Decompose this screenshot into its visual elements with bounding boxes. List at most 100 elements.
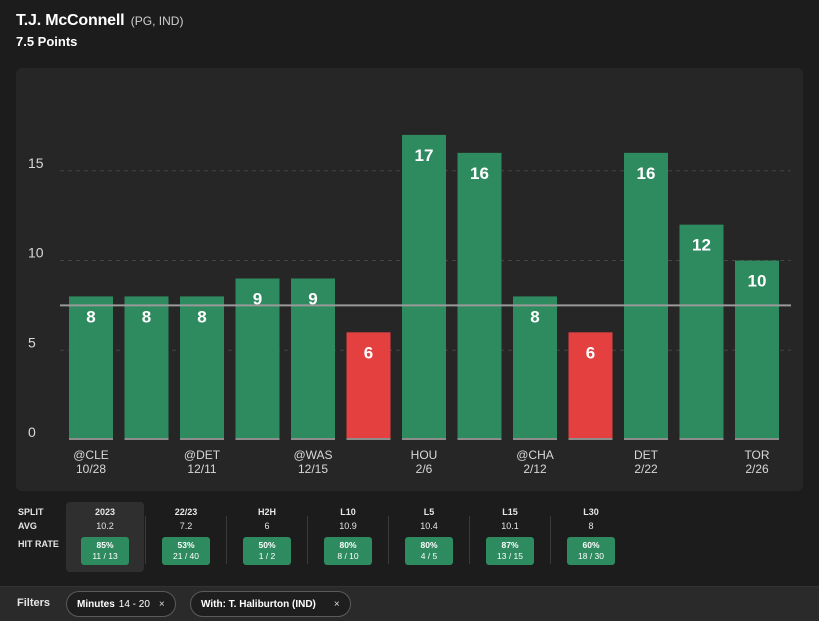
bar bbox=[679, 224, 724, 440]
bar bbox=[124, 296, 169, 440]
column-divider bbox=[145, 516, 146, 564]
prop-line: 7.5 Points bbox=[16, 34, 78, 49]
x-tick-date: 2/6 bbox=[416, 462, 433, 476]
split-column-l30[interactable]: L30 8 60% 18 / 30 bbox=[552, 502, 630, 572]
split-avg: 8 bbox=[588, 521, 594, 531]
split-name: L5 bbox=[423, 507, 435, 517]
split-column-l5[interactable]: L5 10.4 80% 4 / 5 bbox=[390, 502, 468, 572]
bar-value-label: 8 bbox=[197, 307, 206, 326]
x-tick-date: 2/26 bbox=[745, 462, 769, 476]
bar-value-label: 16 bbox=[470, 164, 489, 183]
bar-value-label: 17 bbox=[415, 146, 434, 165]
bar bbox=[402, 134, 446, 440]
column-divider bbox=[226, 516, 227, 564]
split-table: SPLIT AVG HIT RATE 2023 10.2 85% 11 / 13 22/… bbox=[16, 502, 803, 574]
hit-rate-label: HIT RATE bbox=[18, 539, 59, 549]
chip-value: 14 - 20 bbox=[118, 598, 150, 610]
close-icon[interactable]: × bbox=[158, 598, 165, 610]
close-icon[interactable]: × bbox=[333, 598, 340, 610]
bar-value-label: 8 bbox=[142, 307, 151, 326]
hit-rate-pct: 85% bbox=[96, 540, 114, 550]
chart-panel: 0 5 10 15 8 @CLE 10/28 8 8 @DET 12/11 9 9 @WAS 12/15 6 1… bbox=[16, 68, 803, 491]
bar-base bbox=[291, 438, 335, 440]
hit-rate-badge: 50% 1 / 2 bbox=[243, 537, 291, 565]
bar-base bbox=[180, 438, 224, 440]
bar bbox=[346, 332, 391, 440]
hit-rate-pct: 53% bbox=[177, 540, 195, 550]
bar bbox=[457, 152, 502, 440]
hit-rate-badge: 53% 21 / 40 bbox=[162, 537, 210, 565]
split-column-22-23[interactable]: 22/23 7.2 53% 21 / 40 bbox=[147, 502, 225, 572]
x-tick-date: 12/11 bbox=[187, 462, 216, 476]
x-tick-opponent: @CHA bbox=[516, 448, 554, 462]
bar-base bbox=[624, 438, 668, 440]
bar-base bbox=[513, 438, 557, 440]
hit-rate-frac: 21 / 40 bbox=[173, 551, 199, 561]
y-tick-label: 0 bbox=[28, 424, 36, 440]
hit-rate-frac: 11 / 13 bbox=[92, 551, 118, 561]
hit-rate-frac: 18 / 30 bbox=[578, 551, 604, 561]
y-tick-label: 15 bbox=[28, 155, 44, 171]
hit-rate-frac: 4 / 5 bbox=[420, 551, 438, 561]
bar-base bbox=[124, 438, 169, 440]
split-avg: 7.2 bbox=[179, 521, 193, 531]
column-divider bbox=[469, 516, 470, 564]
split-column-l10[interactable]: L10 10.9 80% 8 / 10 bbox=[309, 502, 387, 572]
bar-value-label: 10 bbox=[748, 272, 767, 291]
filters-label: Filters bbox=[17, 597, 51, 609]
x-tick-opponent: DET bbox=[634, 448, 659, 462]
bar bbox=[69, 296, 113, 440]
column-divider bbox=[307, 516, 308, 564]
split-name: H2H bbox=[257, 507, 276, 517]
split-column-h2h[interactable]: H2H 6 50% 1 / 2 bbox=[228, 502, 306, 572]
x-tick-opponent: @WAS bbox=[293, 448, 332, 462]
hit-rate-badge: 80% 8 / 10 bbox=[324, 537, 372, 565]
hit-rate-pct: 87% bbox=[501, 540, 519, 550]
split-avg: 10.9 bbox=[339, 521, 357, 531]
split-avg: 10.2 bbox=[96, 521, 114, 531]
x-tick-opponent: HOU bbox=[411, 448, 438, 462]
split-name: L30 bbox=[583, 507, 599, 517]
split-column-l15[interactable]: L15 10.1 87% 13 / 15 bbox=[471, 502, 549, 572]
player-meta: (PG, IND) bbox=[130, 14, 184, 28]
x-tick-date: 12/15 bbox=[298, 462, 328, 476]
split-avg: 6 bbox=[264, 521, 270, 531]
bar bbox=[735, 260, 779, 440]
hit-rate-pct: 80% bbox=[339, 540, 357, 550]
hit-rate-frac: 1 / 2 bbox=[258, 551, 276, 561]
split-name: L10 bbox=[340, 507, 356, 517]
hit-rate-badge: 85% 11 / 13 bbox=[81, 537, 129, 565]
filter-chip-with-player[interactable]: With: T. Haliburton (IND) × bbox=[190, 591, 351, 617]
bar bbox=[513, 296, 557, 440]
filter-chip-minutes[interactable]: Minutes 14 - 20 × bbox=[66, 591, 176, 617]
bar-base bbox=[735, 438, 779, 440]
split-avg: 10.1 bbox=[501, 521, 519, 531]
hit-rate-frac: 8 / 10 bbox=[337, 551, 359, 561]
avg-label: AVG bbox=[18, 521, 37, 531]
bar-value-label: 6 bbox=[586, 343, 595, 362]
column-divider bbox=[388, 516, 389, 564]
bar-value-label: 8 bbox=[530, 307, 539, 326]
y-tick-label: 10 bbox=[28, 245, 44, 261]
split-name: L15 bbox=[502, 507, 518, 517]
split-name: 22/23 bbox=[174, 507, 198, 517]
x-tick-date: 2/22 bbox=[634, 462, 658, 476]
split-avg: 10.4 bbox=[420, 521, 438, 531]
split-column-2023[interactable]: 2023 10.2 85% 11 / 13 bbox=[66, 502, 144, 572]
hit-rate-badge: 80% 4 / 5 bbox=[405, 537, 453, 565]
x-tick-date: 10/28 bbox=[76, 462, 106, 476]
chip-key: Minutes bbox=[77, 598, 115, 610]
column-divider bbox=[550, 516, 551, 564]
hit-rate-pct: 50% bbox=[258, 540, 276, 550]
x-tick-opponent: @DET bbox=[184, 448, 221, 462]
hit-rate-badge: 87% 13 / 15 bbox=[486, 537, 534, 565]
bar-base bbox=[69, 438, 113, 440]
split-name: 2023 bbox=[94, 507, 116, 517]
player-name: T.J. McConnell bbox=[16, 12, 125, 29]
header: T.J. McConnell (PG, IND) 7.5 Points bbox=[16, 12, 183, 49]
bar-value-label: 16 bbox=[637, 164, 656, 183]
hit-rate-frac: 13 / 15 bbox=[497, 551, 523, 561]
bar-base bbox=[346, 438, 391, 440]
bar-base bbox=[679, 438, 724, 440]
